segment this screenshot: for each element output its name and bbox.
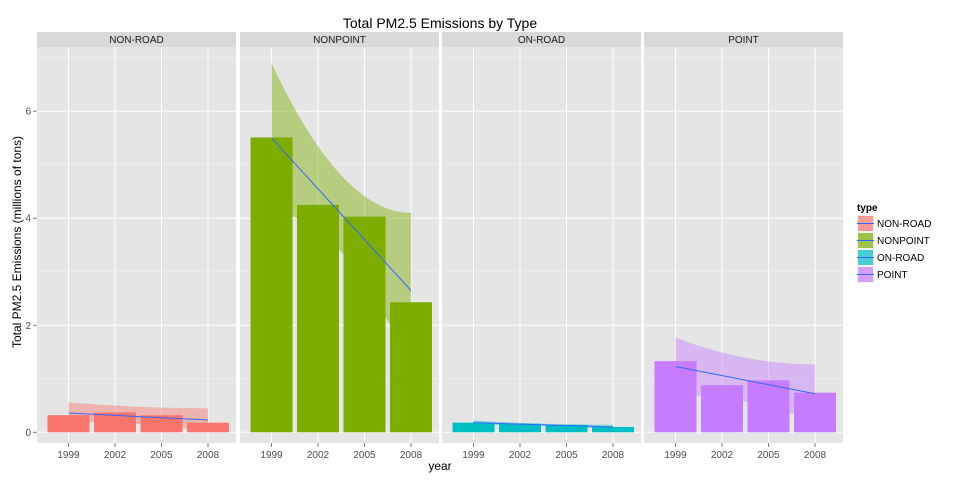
facet-strip	[37, 32, 236, 47]
x-tick-label: 2008	[400, 450, 423, 461]
legend-title: type	[857, 203, 878, 214]
facet-strip	[644, 32, 843, 47]
bar	[94, 412, 136, 433]
bar	[747, 380, 790, 433]
trend-line	[473, 422, 614, 428]
legend: type NON-ROAD NONPOINT ON-ROAD POINT	[857, 203, 931, 283]
x-tick-label: 1999	[462, 450, 485, 461]
y-tick-label: 0	[25, 428, 31, 439]
x-tick-label: 1999	[57, 450, 80, 461]
facet-strip-label: POINT	[728, 35, 759, 46]
bar	[390, 302, 432, 433]
x-tick-label: 2008	[804, 450, 827, 461]
y-axis-title: Total PM2.5 Emissions (millions of tons)	[10, 136, 24, 348]
bar	[545, 424, 588, 433]
trend-line	[68, 412, 209, 421]
x-tick-label: 2008	[197, 450, 220, 461]
legend-label: ON-ROAD	[877, 253, 924, 264]
facet-strip	[240, 32, 439, 47]
x-tick-label: 2005	[353, 450, 376, 461]
x-axis-title: year	[428, 459, 451, 473]
trend-line	[271, 137, 412, 291]
confidence-band	[271, 63, 411, 369]
bar	[297, 204, 339, 433]
bar	[47, 415, 90, 433]
bar	[654, 361, 697, 433]
x-tick-label: 2005	[757, 450, 780, 461]
x-tick-label: 2002	[711, 450, 734, 461]
x-tick-label: 1999	[260, 450, 283, 461]
legend-label: NONPOINT	[877, 236, 930, 247]
panel-background	[442, 47, 641, 443]
facet-strip-label: NONPOINT	[313, 35, 366, 46]
panel-background	[37, 47, 236, 443]
facet-panels: NON-ROAD 1999 2002 2005 2008 NONPOINT 1999 2002…	[25, 32, 843, 461]
chart-title: Total PM2.5 Emissions by Type	[343, 15, 537, 31]
y-tick-label: 4	[25, 214, 31, 225]
facet-strip-label: ON-ROAD	[518, 35, 565, 46]
x-tick-label: 2005	[150, 450, 173, 461]
x-tick-label: 2002	[104, 450, 127, 461]
x-tick-label: 1999	[664, 450, 687, 461]
x-tick-label: 2008	[602, 450, 625, 461]
trend-line	[675, 365, 816, 395]
y-tick-label: 2	[25, 321, 31, 332]
x-tick-label: 2005	[555, 450, 578, 461]
bar	[140, 415, 183, 433]
bar	[592, 426, 634, 433]
bar	[701, 385, 743, 433]
facet-strip-label: NON-ROAD	[109, 35, 163, 46]
facet-strip	[442, 32, 641, 47]
bar	[250, 137, 293, 433]
confidence-band	[675, 337, 815, 422]
bar	[452, 422, 495, 433]
x-tick-label: 2002	[509, 450, 532, 461]
bar	[187, 422, 229, 433]
bar	[343, 216, 386, 433]
bar	[499, 423, 541, 433]
bar	[794, 392, 836, 433]
x-tick-label: 2002	[307, 450, 330, 461]
y-tick-label: 6	[25, 107, 31, 118]
legend-label: POINT	[877, 270, 908, 281]
legend-label: NON-ROAD	[877, 219, 931, 230]
